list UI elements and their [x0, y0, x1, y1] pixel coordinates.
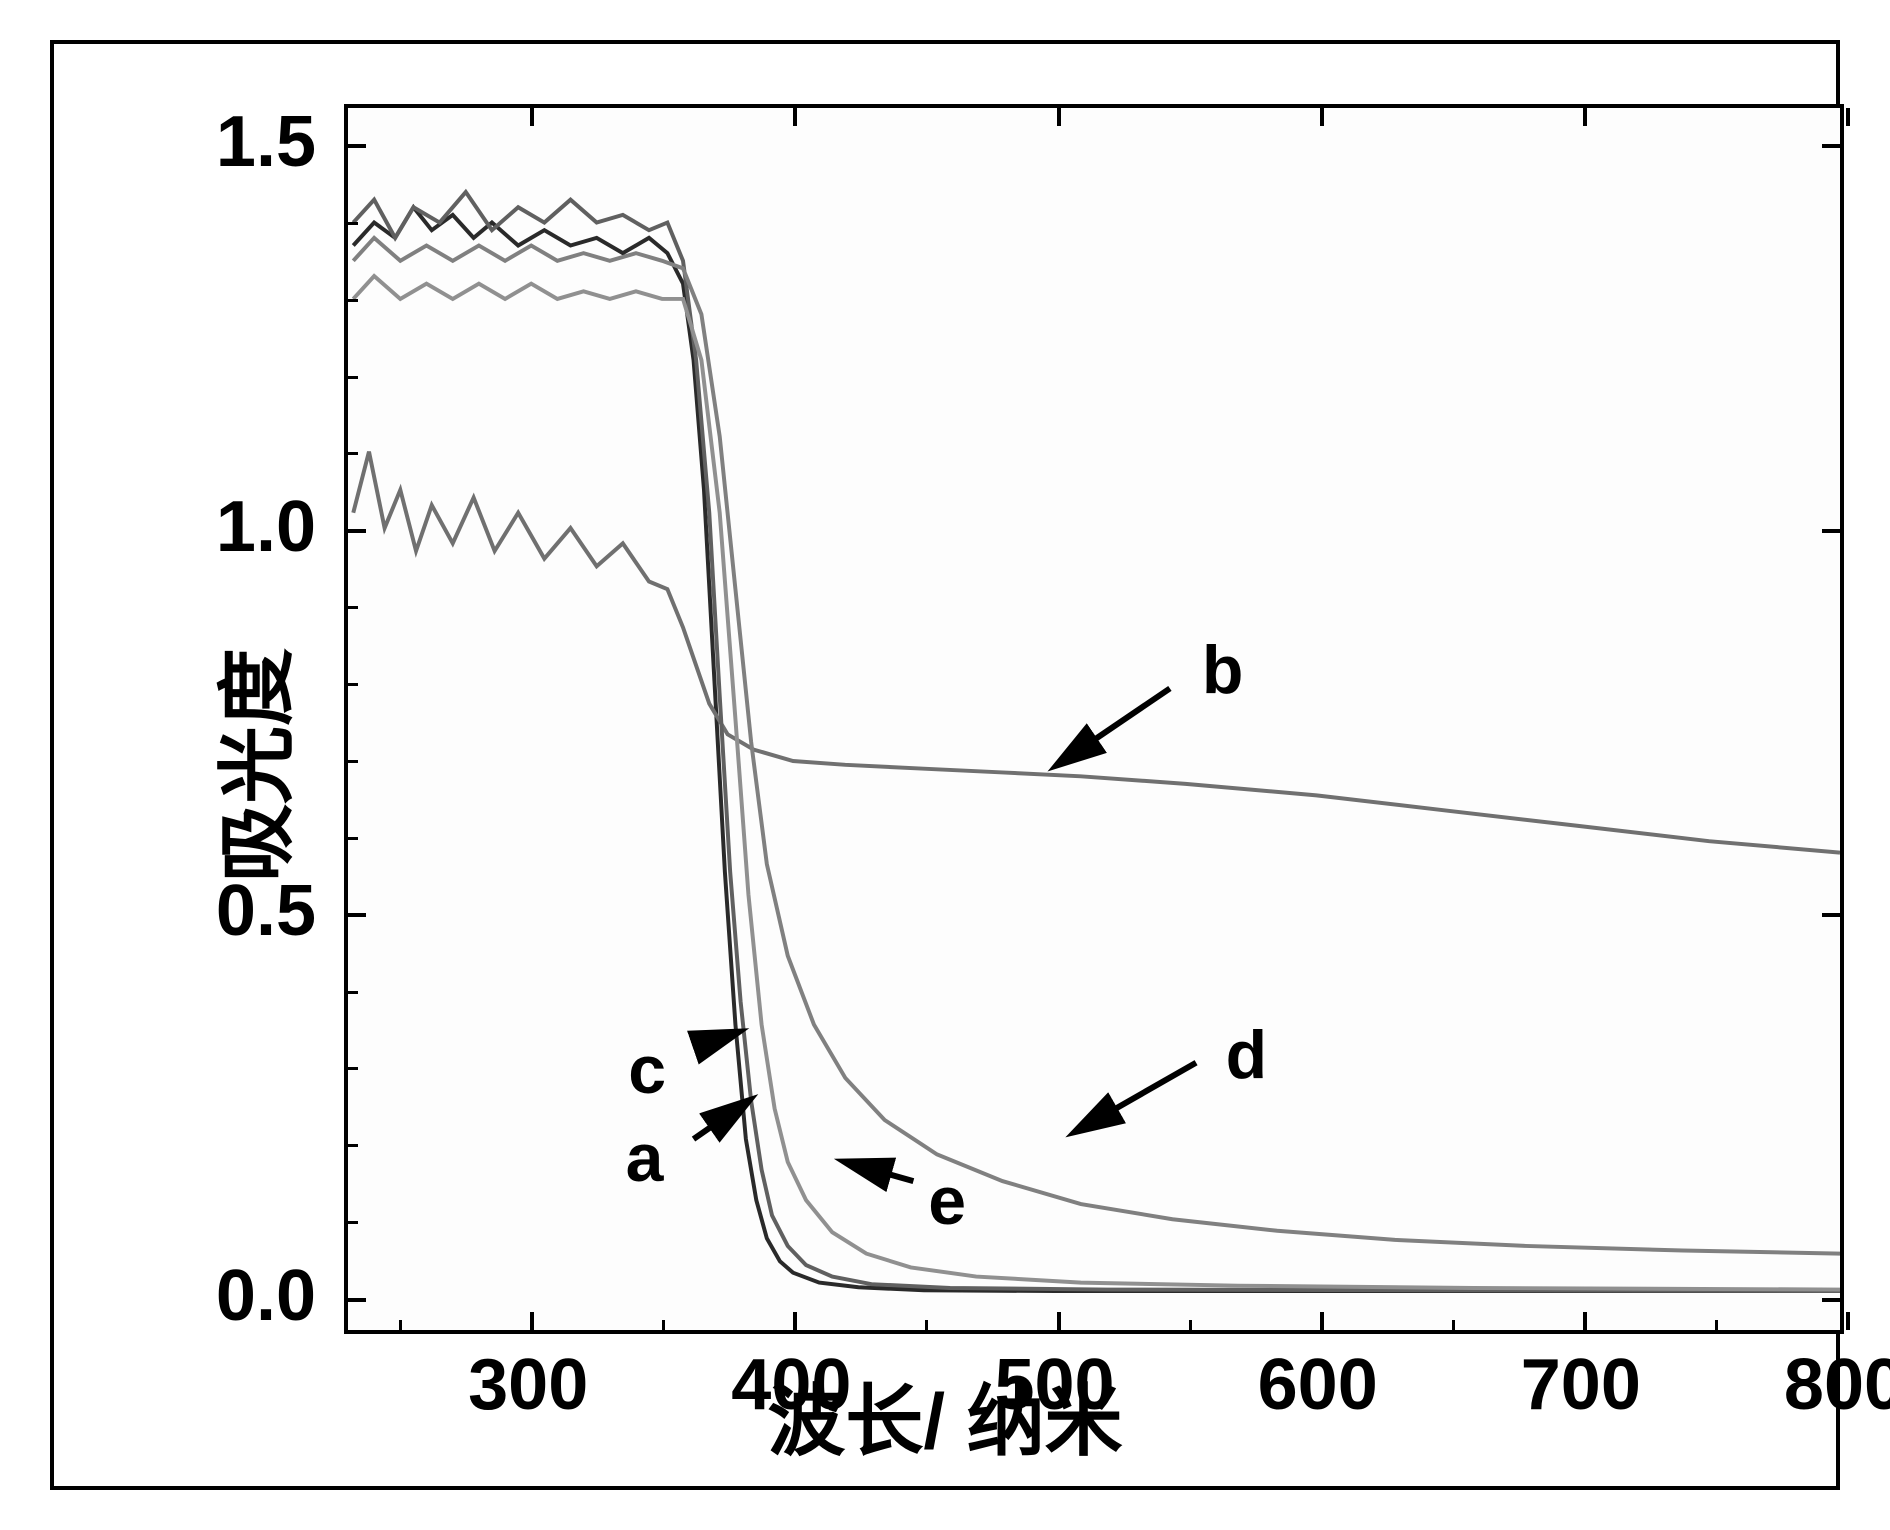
series-label-d: d [1226, 1016, 1268, 1094]
y-tick [1822, 529, 1840, 533]
x-tick [1320, 108, 1324, 126]
series-d [353, 238, 1840, 1254]
series-e [353, 276, 1840, 1290]
arrow-a [694, 1101, 749, 1139]
x-tick-label: 500 [994, 1344, 1114, 1426]
y-tick [348, 144, 366, 148]
y-tick [348, 1298, 366, 1302]
y-tick-label: 1.0 [216, 486, 316, 568]
y-tick-minor [348, 683, 358, 686]
x-tick [1320, 1312, 1324, 1330]
y-tick [1822, 144, 1840, 148]
arrow-c [694, 1032, 738, 1047]
y-tick-label: 0.0 [216, 1255, 316, 1337]
x-tick [1846, 108, 1850, 126]
x-tick-label: 300 [468, 1344, 588, 1426]
y-tick [1822, 1298, 1840, 1302]
y-tick-minor [348, 452, 358, 455]
x-tick [1846, 1312, 1850, 1330]
arrow-e [845, 1162, 913, 1181]
y-tick-minor [348, 1221, 358, 1224]
y-tick-minor [348, 991, 358, 994]
y-tick-minor [348, 1067, 358, 1070]
y-tick [1822, 913, 1840, 917]
x-tick-minor [1452, 1320, 1455, 1330]
y-tick-label: 0.5 [216, 870, 316, 952]
arrow-b [1057, 688, 1170, 764]
x-tick-minor [662, 1320, 665, 1330]
y-tick-minor [348, 1144, 358, 1147]
x-tick-minor [1189, 1320, 1192, 1330]
y-tick-minor [348, 376, 358, 379]
y-tick-label: 1.5 [216, 101, 316, 183]
x-tick [793, 108, 797, 126]
x-tick [1583, 1312, 1587, 1330]
y-tick-minor [348, 760, 358, 763]
series-a [353, 207, 1840, 1291]
plot-area [344, 104, 1844, 1334]
y-tick-minor [348, 606, 358, 609]
y-tick-minor [348, 837, 358, 840]
x-tick [1583, 108, 1587, 126]
y-axis-label: 吸光度 [195, 648, 307, 882]
x-tick-label: 700 [1521, 1344, 1641, 1426]
series-label-b: b [1202, 631, 1244, 709]
x-tick-minor [399, 1320, 402, 1330]
chart-svg [348, 108, 1840, 1330]
x-tick [1057, 1312, 1061, 1330]
series-label-c: c [628, 1031, 666, 1109]
series-label-a: a [626, 1119, 664, 1197]
series-b [353, 452, 1840, 853]
y-tick-minor [348, 222, 358, 225]
x-tick-label: 800 [1784, 1344, 1890, 1426]
series-label-e: e [928, 1162, 966, 1240]
x-tick [1057, 108, 1061, 126]
x-tick-label: 600 [1258, 1344, 1378, 1426]
y-tick [348, 529, 366, 533]
arrow-d [1076, 1063, 1196, 1132]
x-tick [530, 108, 534, 126]
x-tick [793, 1312, 797, 1330]
y-tick-minor [348, 299, 358, 302]
x-tick [530, 1312, 534, 1330]
x-tick-minor [925, 1320, 928, 1330]
x-tick-minor [1715, 1320, 1718, 1330]
y-tick [348, 913, 366, 917]
x-tick-label: 400 [731, 1344, 851, 1426]
figure-frame: 吸光度 波长/ 纳米 0.00.51.01.5 3004005006007008… [50, 40, 1840, 1490]
